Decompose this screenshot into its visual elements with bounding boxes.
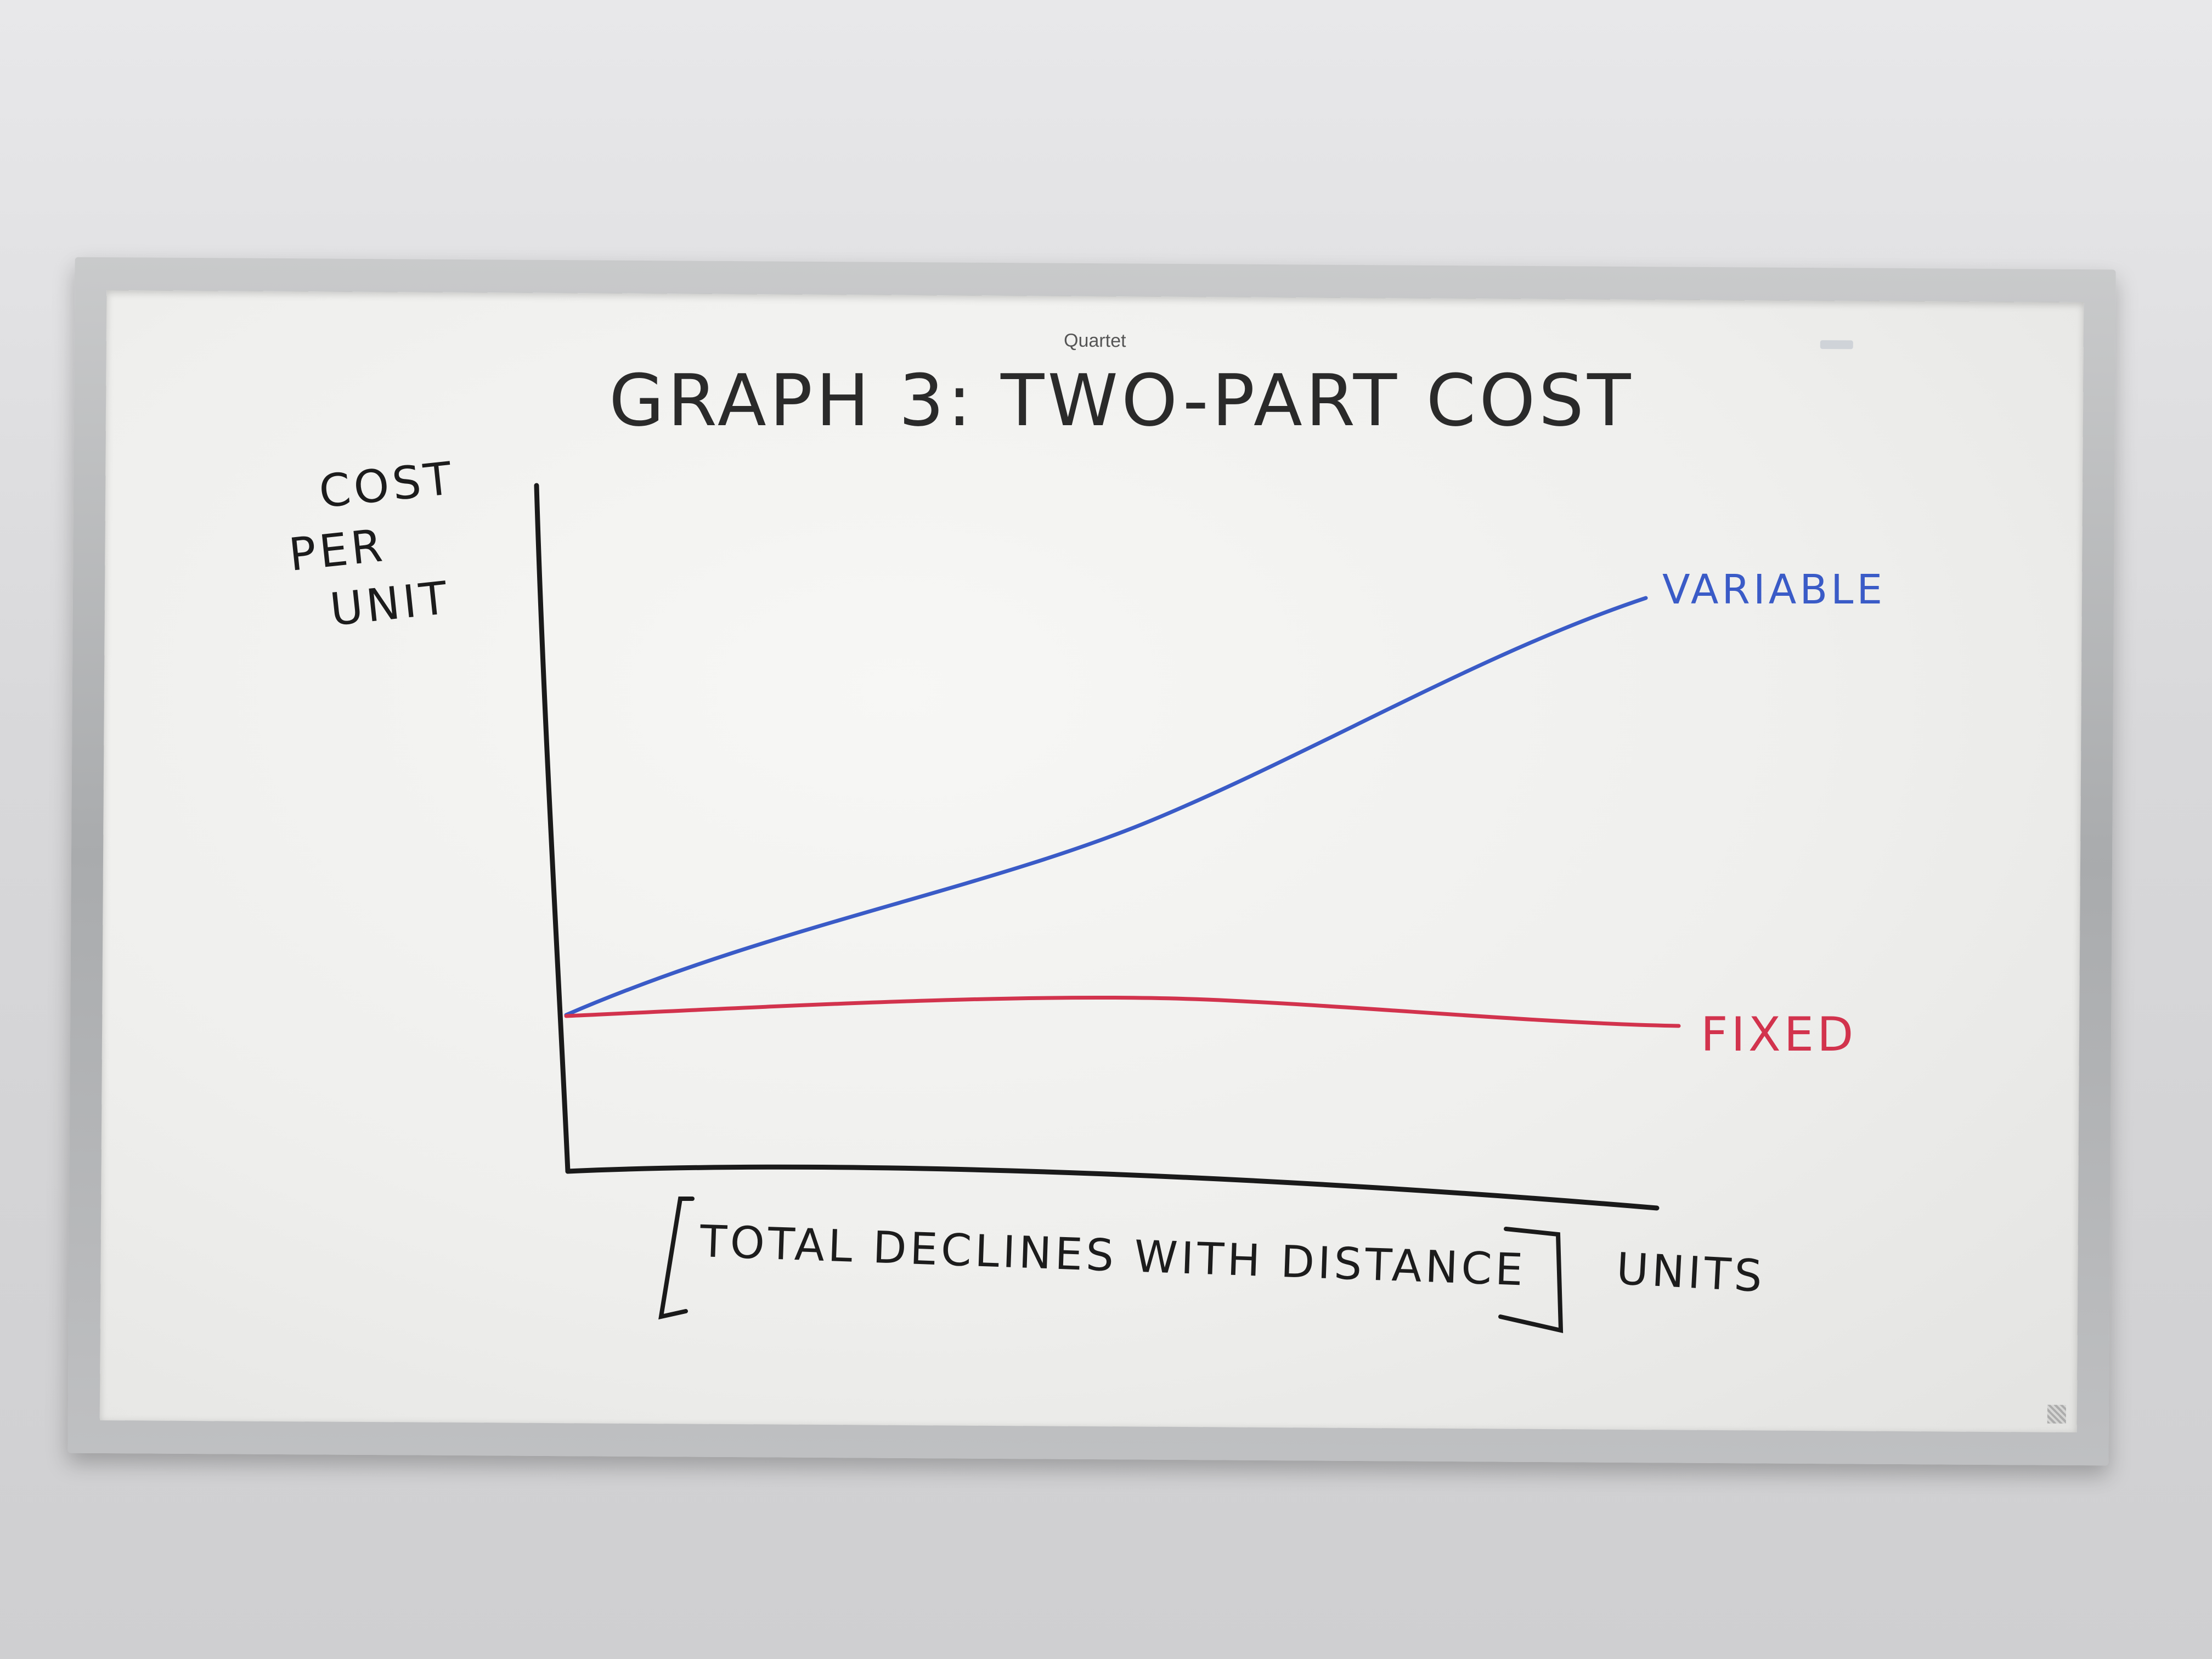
variable-series-label: VARIABLE	[1662, 566, 1886, 613]
x-axis-label: UNITS	[1615, 1243, 1767, 1302]
y-axis-label-line-3: UNIT	[328, 572, 453, 636]
fixed-cost-line	[564, 995, 1681, 1028]
y-axis-label-line-1: COST	[317, 452, 458, 518]
x-axis	[565, 1164, 1660, 1211]
left-bracket	[658, 1197, 695, 1320]
y-axis-label-line-2: PER	[286, 520, 388, 582]
variable-cost-line	[564, 596, 1648, 1017]
right-bracket	[1498, 1227, 1564, 1334]
graph-title: GRAPH 3: TWO-PART COST	[609, 359, 1634, 442]
bracket-note: TOTAL DECLINES WITH DISTANCE	[698, 1216, 1527, 1296]
y-axis	[534, 483, 571, 1174]
fixed-series-label: FIXED	[1701, 1007, 1857, 1062]
